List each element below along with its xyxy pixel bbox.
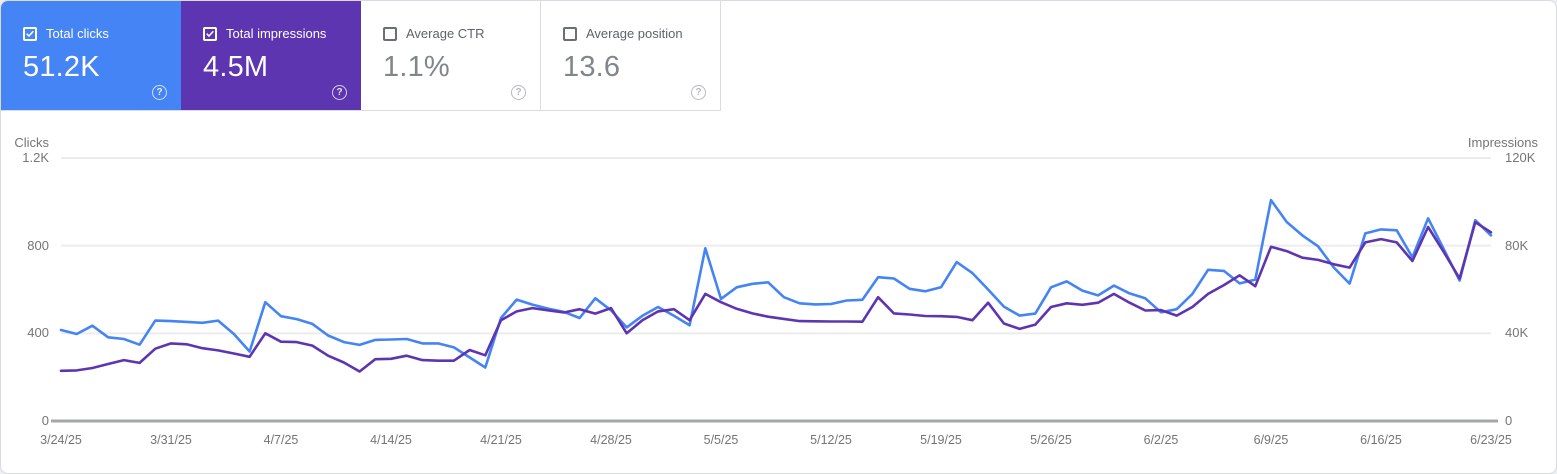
x-axis-tick-label: 5/19/25 <box>920 433 962 447</box>
x-axis-tick-label: 4/21/25 <box>480 433 522 447</box>
y-axis-tick-label: 1.2K <box>22 150 49 165</box>
left-axis-title: Clicks <box>14 135 49 150</box>
y-axis-tick-label: 120K <box>1505 150 1536 165</box>
metric-card-total-impressions[interactable]: Total impressions 4.5M ? <box>181 1 361 111</box>
y-axis-tick-label: 0 <box>41 413 49 428</box>
x-axis-tick-label: 6/16/25 <box>1360 433 1402 447</box>
performance-chart[interactable]: Clicks Impressions 1.2K 800 400 0 120K 80K 40… <box>1 111 1556 473</box>
y-axis-tick-label: 800 <box>27 237 49 253</box>
x-axis-tick-label: 5/26/25 <box>1030 433 1072 447</box>
help-circle-icon[interactable]: ? <box>511 85 526 100</box>
y-axis-tick-label: 80K <box>1505 237 1529 253</box>
x-axis-tick-label: 6/9/25 <box>1253 433 1289 447</box>
right-axis-title: Impressions <box>1467 135 1538 150</box>
y-axis-tick-label: 40K <box>1505 325 1529 341</box>
x-axis-tick-label: 4/7/25 <box>263 433 299 447</box>
average-ctr-value: 1.1% <box>383 51 450 83</box>
card-label: Average position <box>586 26 683 41</box>
total-clicks-value: 51.2K <box>23 51 100 83</box>
checkmark-icon <box>26 30 34 38</box>
checkmark-icon <box>206 30 214 38</box>
help-circle-icon[interactable]: ? <box>332 85 347 100</box>
metric-cards-row: Total clicks 51.2K ? Total impressions 4… <box>1 1 721 111</box>
card-label: Average CTR <box>406 26 485 41</box>
card-label: Total clicks <box>46 26 109 41</box>
help-circle-icon[interactable]: ? <box>152 85 167 100</box>
chart-canvas <box>51 157 1498 423</box>
x-axis-tick-label: 3/31/25 <box>150 433 192 447</box>
average-ctr-checkbox[interactable] <box>383 26 397 41</box>
x-axis-tick-label: 3/24/25 <box>40 433 82 447</box>
x-axis-tick-label: 4/28/25 <box>590 433 632 447</box>
metric-card-average-ctr[interactable]: Average CTR 1.1% ? <box>361 1 541 111</box>
x-axis-tick-label: 5/5/25 <box>703 433 739 447</box>
help-circle-icon[interactable]: ? <box>691 85 706 100</box>
total-clicks-line <box>59 198 1493 369</box>
total-impressions-checkbox[interactable] <box>203 26 217 41</box>
metric-card-total-clicks[interactable]: Total clicks 51.2K ? <box>1 1 181 111</box>
total-clicks-checkbox[interactable] <box>23 26 37 41</box>
y-axis-tick-label: 0 <box>1505 413 1513 428</box>
total-impressions-value: 4.5M <box>203 51 269 83</box>
average-position-value: 13.6 <box>563 51 621 83</box>
x-axis-tick-label: 5/12/25 <box>810 433 852 447</box>
average-position-checkbox[interactable] <box>563 26 577 41</box>
total-impressions-line <box>59 220 1493 373</box>
x-axis-tick-label: 4/14/25 <box>370 433 412 447</box>
y-axis-tick-label: 400 <box>27 325 49 341</box>
metric-card-average-position[interactable]: Average position 13.6 ? <box>541 1 721 111</box>
card-label: Total impressions <box>226 26 327 41</box>
x-axis-tick-label: 6/2/25 <box>1143 433 1179 447</box>
x-axis-tick-label: 6/23/25 <box>1470 433 1512 447</box>
